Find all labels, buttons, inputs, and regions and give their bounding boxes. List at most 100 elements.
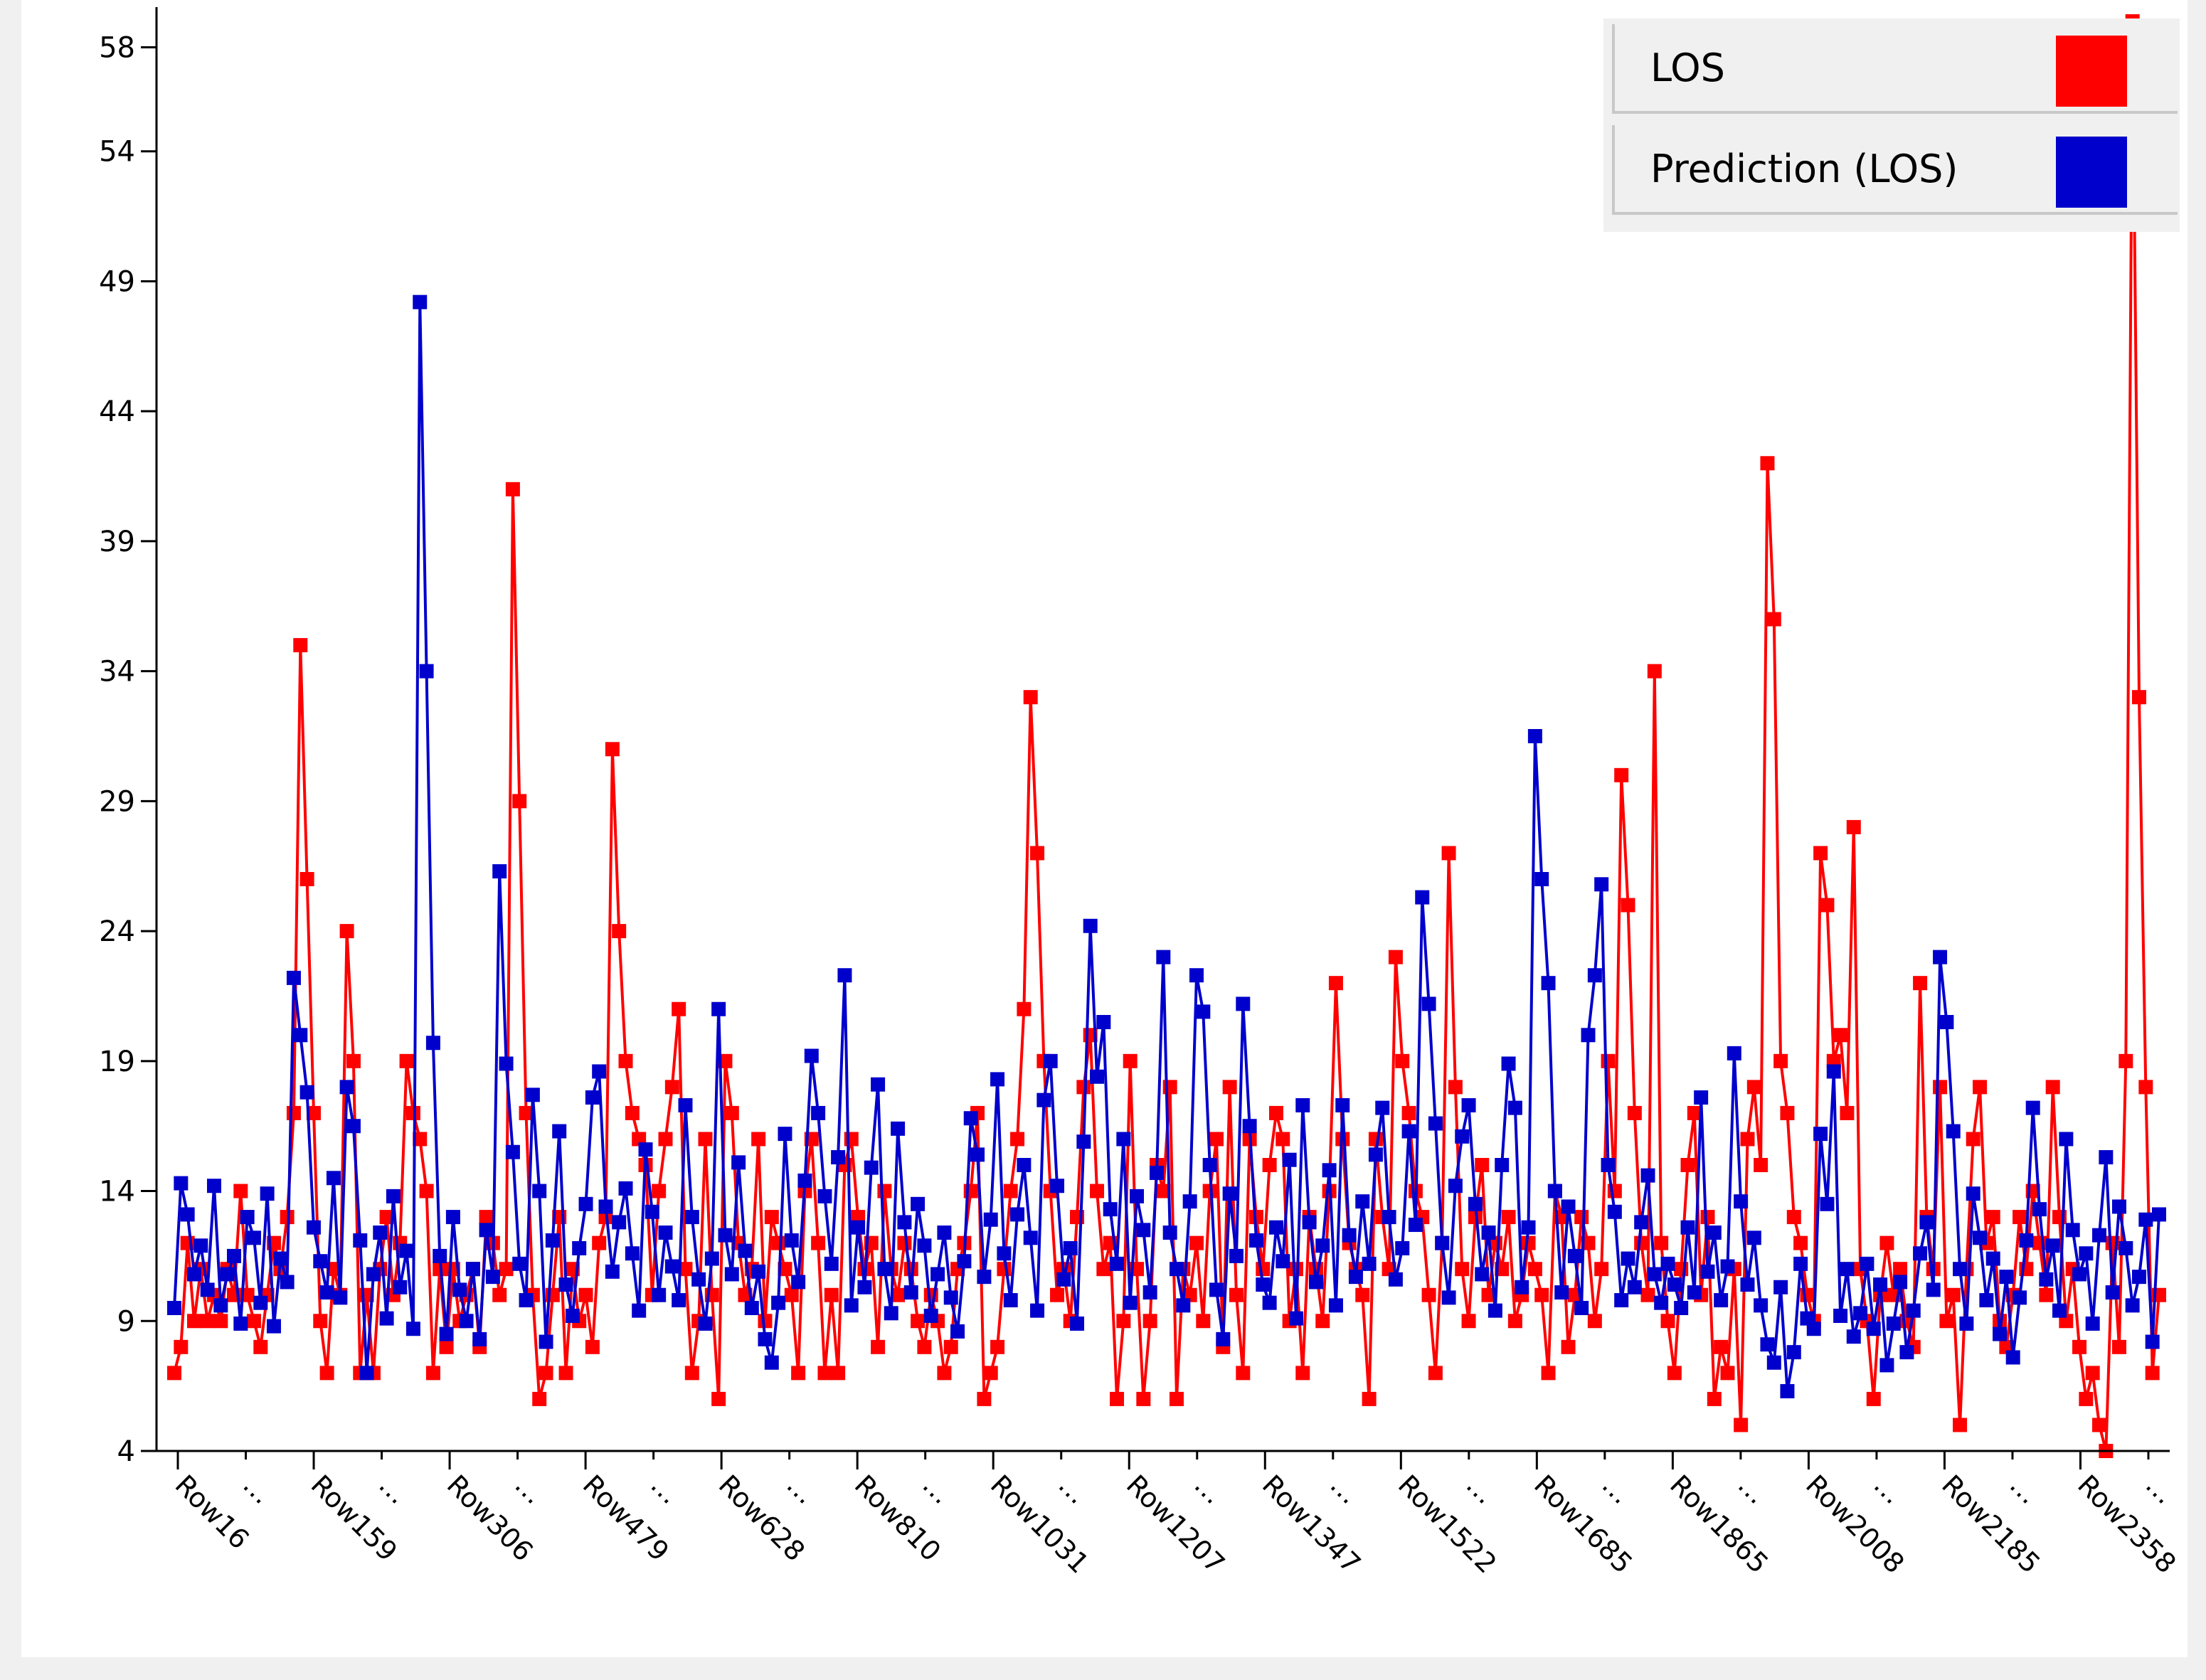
prediction-point	[758, 1331, 773, 1346]
x-tick-ellipsis: …	[1732, 1469, 1773, 1510]
los-point	[990, 1339, 1005, 1354]
los-point	[911, 1314, 926, 1329]
los-point	[286, 1105, 301, 1120]
prediction-point	[1488, 1303, 1502, 1318]
prediction-point	[525, 1088, 540, 1102]
los-point	[724, 1105, 739, 1120]
los-point	[1328, 976, 1343, 991]
los-point	[519, 1105, 534, 1120]
prediction-point	[1415, 890, 1430, 905]
y-tick-label: 14	[99, 1176, 135, 1208]
prediction-point	[1773, 1280, 1788, 1294]
los-point	[698, 1132, 713, 1147]
prediction-point	[459, 1314, 474, 1329]
prediction-point	[997, 1246, 1012, 1261]
prediction-point	[1229, 1248, 1243, 1263]
prediction-point	[266, 1319, 281, 1334]
prediction-point	[1587, 968, 1602, 983]
prediction-point	[532, 1184, 547, 1198]
prediction-point	[804, 1048, 819, 1063]
prediction-point	[1793, 1256, 1808, 1271]
los-point	[1156, 1184, 1171, 1198]
prediction-point	[1441, 1290, 1456, 1305]
los-point	[2085, 1366, 2100, 1381]
prediction-point	[572, 1240, 587, 1255]
prediction-point	[1766, 1355, 1781, 1370]
los-point	[1746, 1080, 1761, 1095]
prediction-point	[200, 1282, 215, 1297]
prediction-point	[1050, 1179, 1065, 1193]
los-point	[1090, 1184, 1105, 1198]
prediction-point	[386, 1189, 401, 1203]
prediction-point	[552, 1124, 567, 1139]
y-tick-label: 29	[99, 785, 135, 818]
prediction-point	[884, 1306, 898, 1321]
prediction-point	[326, 1171, 341, 1186]
los-point	[1534, 1287, 1549, 1302]
los-point	[1295, 1366, 1310, 1381]
y-tick-label: 19	[99, 1046, 135, 1078]
prediction-point	[1010, 1207, 1025, 1222]
prediction-point	[1495, 1158, 1510, 1172]
x-tick-ellipsis: …	[780, 1469, 822, 1510]
prediction-point	[186, 1267, 201, 1282]
prediction-point	[1130, 1189, 1145, 1203]
prediction-point	[366, 1267, 381, 1282]
los-point	[937, 1366, 952, 1381]
prediction-point	[1826, 1064, 1841, 1079]
prediction-point	[1063, 1240, 1078, 1255]
prediction-point	[1621, 1251, 1635, 1266]
x-tick-label: Row16	[169, 1469, 255, 1555]
prediction-point	[1123, 1295, 1138, 1310]
los-point	[585, 1339, 600, 1354]
los-point	[1003, 1184, 1018, 1198]
legend-item-los: LOS	[1612, 24, 2178, 114]
prediction-point	[744, 1301, 759, 1315]
prediction-point	[1640, 1168, 1655, 1183]
los-point	[299, 872, 314, 886]
prediction-point	[2085, 1316, 2100, 1331]
prediction-point	[1156, 950, 1171, 964]
los-point	[1116, 1314, 1131, 1329]
prediction-point	[738, 1243, 753, 1258]
prediction-point	[1355, 1194, 1370, 1209]
prediction-point	[957, 1254, 972, 1269]
prediction-point	[1614, 1293, 1629, 1308]
los-point	[532, 1391, 547, 1406]
prediction-point	[1687, 1285, 1702, 1300]
x-tick-ellipsis: …	[509, 1469, 550, 1510]
prediction-point	[1700, 1264, 1715, 1279]
prediction-point	[273, 1251, 288, 1266]
prediction-point	[2092, 1228, 2107, 1243]
prediction-point	[492, 864, 507, 879]
prediction-point	[2145, 1334, 2160, 1349]
prediction-point	[678, 1097, 693, 1112]
los-point	[917, 1339, 932, 1354]
prediction-point	[1754, 1298, 1768, 1313]
los-point	[1030, 846, 1045, 861]
prediction-point	[1268, 1220, 1283, 1235]
los-point	[1687, 1105, 1702, 1120]
prediction-point	[797, 1173, 812, 1188]
series-layer	[167, 14, 2166, 1458]
prediction-point	[1236, 996, 1251, 1011]
prediction-point	[1707, 1226, 1722, 1240]
prediction-point	[684, 1210, 699, 1225]
prediction-point	[1375, 1100, 1390, 1115]
prediction-point	[1335, 1097, 1350, 1112]
legend-label-prediction: Prediction (LOS)	[1650, 147, 1958, 191]
los-point	[831, 1366, 846, 1381]
prediction-point	[485, 1270, 500, 1285]
prediction-point	[220, 1267, 235, 1282]
prediction-point	[903, 1285, 918, 1300]
los-point	[167, 1366, 181, 1381]
los-point	[1574, 1210, 1589, 1225]
prediction-point	[652, 1287, 667, 1302]
prediction-point	[2112, 1199, 2127, 1214]
prediction-point	[293, 1028, 308, 1043]
los-point	[1507, 1314, 1522, 1329]
prediction-point	[1209, 1282, 1224, 1297]
prediction-point	[1076, 1134, 1091, 1149]
prediction-point	[545, 1233, 560, 1248]
